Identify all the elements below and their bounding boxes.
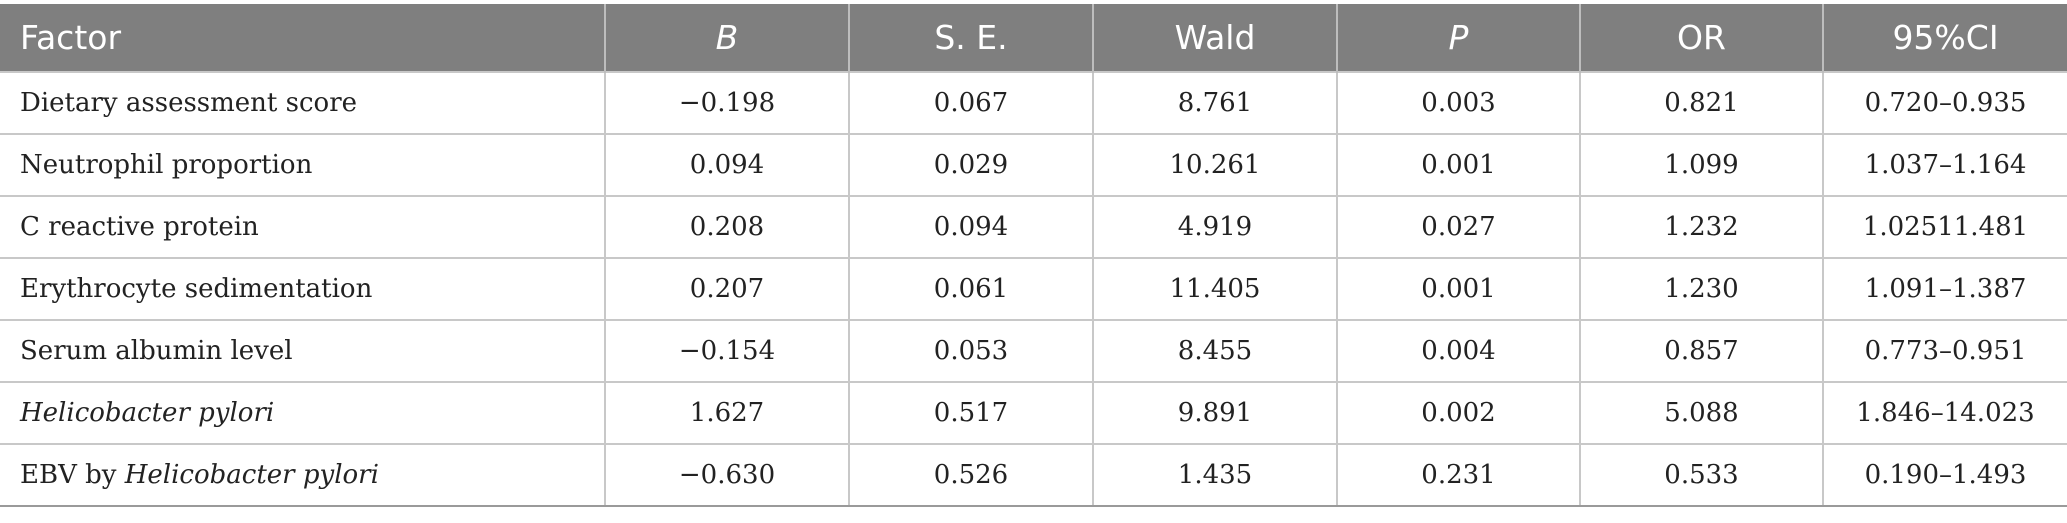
factor-prefix: EBV by xyxy=(20,460,125,490)
factor-italic: Helicobacter pylori xyxy=(124,460,379,490)
header-ci: 95%CI xyxy=(1822,4,2067,72)
b-cell: −0.154 xyxy=(604,319,849,382)
se-cell: 0.029 xyxy=(848,133,1093,196)
or-cell: 0.821 xyxy=(1579,71,1823,134)
se-cell: 0.067 xyxy=(848,71,1093,134)
or-cell: 5.088 xyxy=(1579,381,1823,444)
se-cell: 0.061 xyxy=(848,257,1093,320)
wald-cell: 8.761 xyxy=(1092,71,1337,134)
p-cell: 0.027 xyxy=(1336,195,1580,258)
table-row: Erythrocyte sedimentation 0.207 0.061 11… xyxy=(0,257,2067,320)
se-cell: 0.517 xyxy=(848,381,1093,444)
ci-cell: 1.091–1.387 xyxy=(1822,257,2067,320)
b-cell: −0.630 xyxy=(604,443,849,507)
header-or: OR xyxy=(1579,4,1823,72)
table-header: Factor B S. E. Wald P OR 95%CI xyxy=(0,4,2067,72)
wald-cell: 8.455 xyxy=(1092,319,1337,382)
table-row: Serum albumin level −0.154 0.053 8.455 0… xyxy=(0,319,2067,382)
wald-cell: 9.891 xyxy=(1092,381,1337,444)
se-cell: 0.526 xyxy=(848,443,1093,507)
p-cell: 0.004 xyxy=(1336,319,1580,382)
p-cell: 0.003 xyxy=(1336,71,1580,134)
ci-cell: 0.190–1.493 xyxy=(1822,443,2067,507)
b-cell: 0.208 xyxy=(604,195,849,258)
table-row: EBV by Helicobacter pylori −0.630 0.526 … xyxy=(0,443,2067,507)
table-row: Neutrophil proportion 0.094 0.029 10.261… xyxy=(0,133,2067,196)
wald-cell: 11.405 xyxy=(1092,257,1337,320)
se-cell: 0.053 xyxy=(848,319,1093,382)
p-cell: 0.002 xyxy=(1336,381,1580,444)
or-cell: 1.230 xyxy=(1579,257,1823,320)
header-se: S. E. xyxy=(848,4,1093,72)
ci-cell: 1.02511.481 xyxy=(1822,195,2067,258)
p-cell: 0.001 xyxy=(1336,133,1580,196)
header-b: B xyxy=(604,4,849,72)
or-cell: 1.099 xyxy=(1579,133,1823,196)
table-row: C reactive protein 0.208 0.094 4.919 0.0… xyxy=(0,195,2067,258)
header-factor: Factor xyxy=(0,4,605,72)
factor-cell: Serum albumin level xyxy=(0,319,605,382)
ci-cell: 0.720–0.935 xyxy=(1822,71,2067,134)
table-row: Helicobacter pylori 1.627 0.517 9.891 0.… xyxy=(0,381,2067,444)
table-row: Dietary assessment score −0.198 0.067 8.… xyxy=(0,71,2067,134)
b-cell: −0.198 xyxy=(604,71,849,134)
or-cell: 0.533 xyxy=(1579,443,1823,507)
wald-cell: 4.919 xyxy=(1092,195,1337,258)
header-row: Factor B S. E. Wald P OR 95%CI xyxy=(0,4,2067,72)
header-p: P xyxy=(1336,4,1580,72)
factor-cell: Helicobacter pylori xyxy=(0,381,605,444)
ci-cell: 1.846–14.023 xyxy=(1822,381,2067,444)
b-cell: 0.207 xyxy=(604,257,849,320)
p-cell: 0.231 xyxy=(1336,443,1580,507)
ci-cell: 1.037–1.164 xyxy=(1822,133,2067,196)
regression-table: Factor B S. E. Wald P OR 95%CI Dietary a… xyxy=(0,4,2067,507)
factor-cell: Dietary assessment score xyxy=(0,71,605,134)
factor-cell: C reactive protein xyxy=(0,195,605,258)
b-cell: 0.094 xyxy=(604,133,849,196)
factor-cell: Erythrocyte sedimentation xyxy=(0,257,605,320)
b-cell: 1.627 xyxy=(604,381,849,444)
se-cell: 0.094 xyxy=(848,195,1093,258)
or-cell: 1.232 xyxy=(1579,195,1823,258)
factor-cell: Neutrophil proportion xyxy=(0,133,605,196)
p-cell: 0.001 xyxy=(1336,257,1580,320)
ci-cell: 0.773–0.951 xyxy=(1822,319,2067,382)
header-wald: Wald xyxy=(1092,4,1337,72)
wald-cell: 10.261 xyxy=(1092,133,1337,196)
or-cell: 0.857 xyxy=(1579,319,1823,382)
factor-cell: EBV by Helicobacter pylori xyxy=(0,443,605,507)
table-body: Dietary assessment score −0.198 0.067 8.… xyxy=(0,71,2067,507)
wald-cell: 1.435 xyxy=(1092,443,1337,507)
